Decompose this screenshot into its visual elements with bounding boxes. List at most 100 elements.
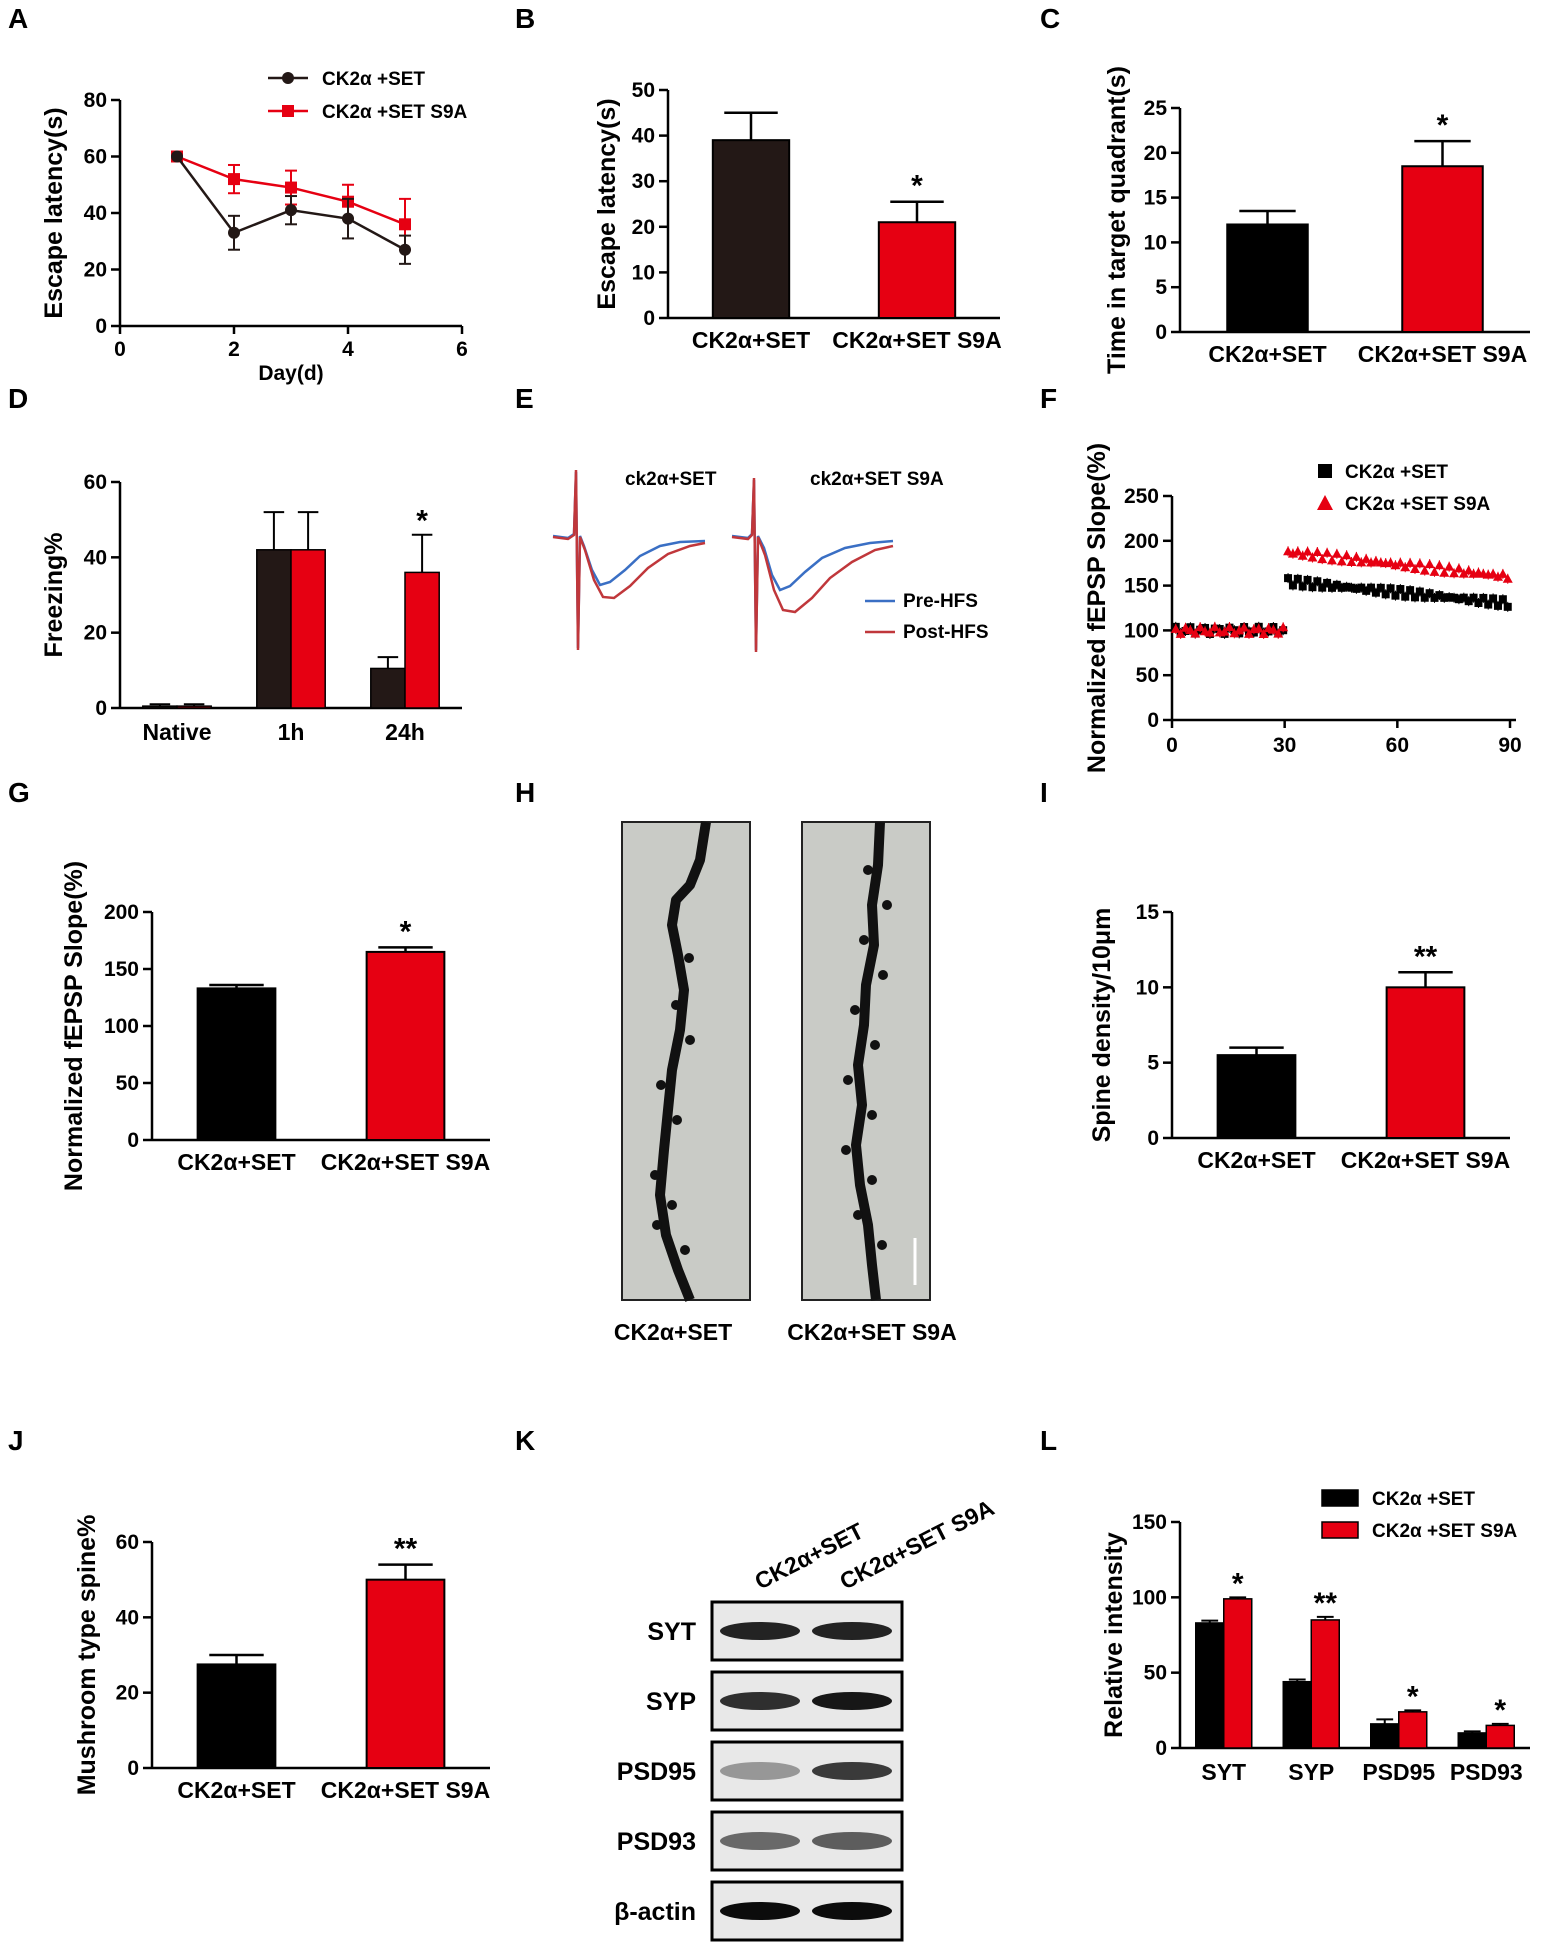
chart-f-y-axis-title: Normalized fEPSP Slope(%) bbox=[1083, 443, 1111, 773]
chart-f-point-1-23 bbox=[1175, 628, 1186, 638]
chart-c-y-tick-label-0: 0 bbox=[1155, 321, 1167, 344]
chart-b-y-tick-label-0: 0 bbox=[643, 307, 655, 330]
chart-l-x-label-1: SYP bbox=[1288, 1759, 1334, 1785]
chart-f-point-1-712 bbox=[1434, 560, 1445, 570]
chart-a-point-0-1 bbox=[228, 226, 240, 239]
chart-g-bar-1 bbox=[365, 950, 446, 1142]
chart-c: 0 5 10 15 20 25 Time in target quadrant(s) CK2α… bbox=[1103, 66, 1530, 374]
chart-a-point-0-3 bbox=[342, 212, 354, 225]
chart-f-point-1-764 bbox=[1453, 563, 1464, 573]
blot-band-0-1 bbox=[812, 1622, 892, 1640]
chart-f-point-1-62 bbox=[1190, 628, 1201, 638]
chart-f-point-1-855 bbox=[1488, 568, 1499, 578]
chart-l-bar-0-1 bbox=[1282, 1680, 1312, 1749]
chart-l-legend-swatch-1 bbox=[1321, 1521, 1359, 1539]
chart-f-point-0-452 bbox=[1337, 583, 1346, 592]
chart-f-legend-marker-1 bbox=[1317, 495, 1333, 510]
chart-f-point-0-738 bbox=[1445, 593, 1454, 602]
chart-b-x-label-0: CK2α+SET bbox=[692, 327, 810, 353]
chart-l-y-tick-label-2: 100 bbox=[1132, 1586, 1167, 1609]
chart-l-bar-0-3 bbox=[1457, 1732, 1487, 1749]
chart-a-x-axis-title: Day(d) bbox=[258, 362, 323, 385]
chart-a-y-tick-label-1: 20 bbox=[84, 259, 107, 282]
panel-h-micrographs: CK2α+SET CK2α+SET S9A bbox=[614, 821, 957, 1345]
chart-f-point-1-348 bbox=[1297, 550, 1308, 560]
chart-l-y-tick-label-0: 0 bbox=[1155, 1737, 1167, 1760]
chart-d-y-tick-label-0: 0 bbox=[95, 697, 107, 720]
chart-c-y-tick-label-4: 20 bbox=[1144, 142, 1167, 165]
chart-f-point-0-335 bbox=[1293, 574, 1302, 583]
panel-letter-d: D bbox=[8, 383, 28, 414]
chart-f-point-1-595 bbox=[1390, 560, 1401, 570]
chart-f-point-0-634 bbox=[1406, 586, 1415, 595]
chart-j-y-axis-title: Mushroom type spine% bbox=[73, 1515, 101, 1796]
chart-f-y-tick-label-5: 250 bbox=[1124, 485, 1159, 508]
chart-f-point-1-374 bbox=[1307, 552, 1318, 562]
chart-f-point-1-114 bbox=[1209, 621, 1220, 631]
blot-band-4-1 bbox=[812, 1902, 892, 1920]
chart-g-y-axis-title: Normalized fEPSP Slope(%) bbox=[60, 861, 88, 1191]
chart-d-x-label-0: Native bbox=[142, 719, 211, 745]
chart-g-y-tick-label-0: 0 bbox=[127, 1129, 139, 1152]
chart-f-point-0-699 bbox=[1430, 593, 1439, 602]
chart-l-significance-1: ** bbox=[1314, 1587, 1338, 1620]
chart-f-legend-label-0: CK2α +SET bbox=[1345, 462, 1448, 483]
chart-l-bar-0-0 bbox=[1195, 1622, 1225, 1749]
chart-a-legend-marker-1 bbox=[282, 105, 294, 117]
chart-f-point-1-244 bbox=[1258, 628, 1269, 638]
chart-f-y-tick-label-4: 200 bbox=[1124, 530, 1159, 553]
chart-f-point-1-582 bbox=[1385, 557, 1396, 567]
legend-pre-hfs-label: Pre-HFS bbox=[903, 591, 978, 612]
chart-f-point-1-751 bbox=[1449, 568, 1460, 578]
chart-f-point-0-764 bbox=[1454, 595, 1463, 604]
chart-f-point-1-725 bbox=[1439, 567, 1450, 577]
chart-f-point-0-374 bbox=[1308, 583, 1317, 592]
chart-f-point-1-101 bbox=[1204, 627, 1215, 637]
chart-f-point-1-439 bbox=[1331, 548, 1342, 558]
panel-letter-l: L bbox=[1040, 1425, 1057, 1456]
chart-f-point-1-166 bbox=[1229, 628, 1240, 638]
chart-i-y-axis-title: Spine density/10μm bbox=[1088, 908, 1116, 1143]
chart-f-point-0-647 bbox=[1410, 593, 1419, 602]
chart-f-point-1-465 bbox=[1341, 550, 1352, 560]
chart-a-point-1-4 bbox=[399, 218, 411, 231]
chart-a: 0 20 40 60 80 Escape latency(s) 0 2 4 6 Day(d) CK2α… bbox=[40, 69, 468, 385]
panel-letter-c: C bbox=[1040, 3, 1060, 34]
chart-g-y-tick-label-1: 50 bbox=[116, 1072, 139, 1095]
chart-j-x-label-0: CK2α+SET bbox=[177, 1777, 295, 1803]
chart-f-point-1-192 bbox=[1239, 622, 1250, 632]
chart-a-x-tick-label-2: 4 bbox=[342, 338, 354, 361]
chart-a-x-tick-label-3: 6 bbox=[456, 338, 468, 361]
chart-i-significance-1: ** bbox=[1414, 940, 1438, 973]
chart-f-point-1-452 bbox=[1336, 556, 1347, 566]
panel-k-blot: CK2α+SET CK2α+SET S9A SYTSYPPSD95PSD93β-… bbox=[614, 1494, 998, 1942]
panel-letter-e: E bbox=[515, 383, 534, 414]
chart-l-legend-label-0: CK2α +SET bbox=[1372, 1489, 1475, 1510]
chart-a-legend-label-1: CK2α +SET S9A bbox=[322, 102, 468, 123]
panel-letter-j: J bbox=[8, 1425, 24, 1456]
blot-row-label-0: SYT bbox=[647, 1618, 696, 1646]
chart-f-point-1-335 bbox=[1292, 546, 1303, 556]
chart-d-y-tick-label-1: 20 bbox=[84, 622, 107, 645]
chart-i-bar-1 bbox=[1385, 986, 1466, 1139]
chart-c-bar-0 bbox=[1226, 223, 1309, 333]
chart-f-point-0-543 bbox=[1371, 588, 1380, 597]
chart-j-y-tick-label-3: 60 bbox=[116, 1531, 139, 1554]
chart-f-point-1-790 bbox=[1463, 565, 1474, 575]
chart-f-point-1-634 bbox=[1405, 557, 1416, 567]
panel-letter-i: I bbox=[1040, 777, 1048, 808]
chart-f-x-tick-label-1: 30 bbox=[1273, 734, 1296, 757]
blot-band-3-0 bbox=[720, 1832, 800, 1850]
panel-e-traces: ck2α+SET ck2α+SET S9A Pre-HFS Post-HFS bbox=[552, 469, 989, 653]
chart-f-point-0-712 bbox=[1435, 591, 1444, 600]
chart-f-point-0-894 bbox=[1503, 602, 1512, 611]
blot-row-label-3: PSD93 bbox=[617, 1828, 696, 1856]
chart-f-point-1-361 bbox=[1302, 546, 1313, 556]
chart-l-legend-label-1: CK2α +SET S9A bbox=[1372, 1521, 1518, 1542]
chart-f-point-1-426 bbox=[1326, 555, 1337, 565]
chart-f-point-1-881 bbox=[1497, 568, 1508, 578]
chart-f-point-1-777 bbox=[1458, 568, 1469, 578]
chart-f-point-1-10 bbox=[1170, 623, 1181, 633]
blot-row-label-1: SYP bbox=[646, 1688, 696, 1716]
